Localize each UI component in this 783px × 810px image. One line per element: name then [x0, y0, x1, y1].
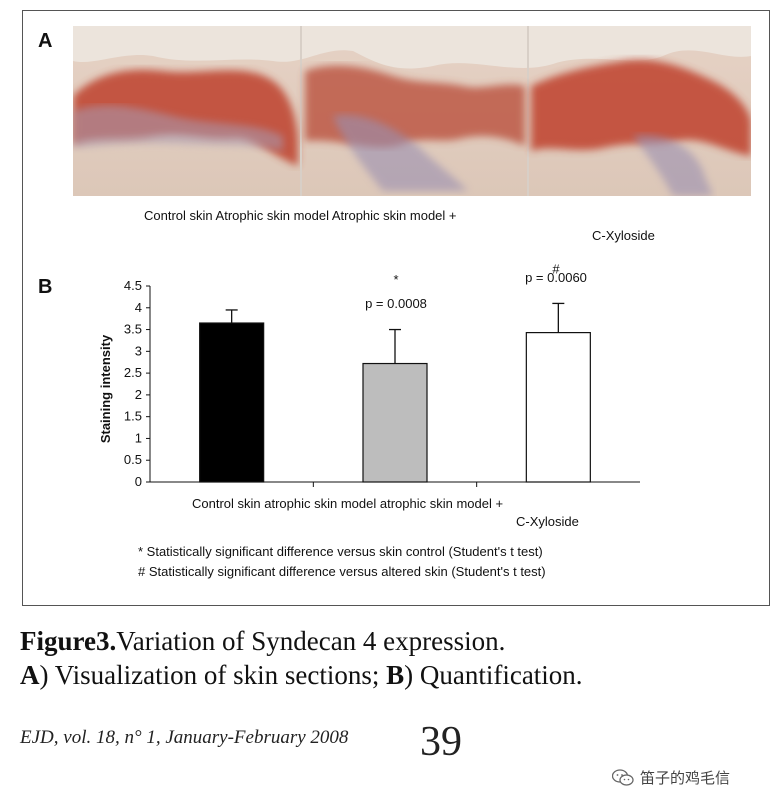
y-tick-label: 2: [135, 387, 142, 402]
journal-footer: EJD, vol. 18, n° 1, January-February 200…: [20, 727, 349, 748]
y-tick-label: 4: [135, 300, 142, 315]
y-tick-label: 4.5: [124, 278, 142, 293]
bar: [199, 322, 265, 483]
x-axis-label-line1: Control skin atrophic skin model atrophi…: [192, 496, 504, 511]
caption-a-letter: A: [20, 660, 40, 690]
bar-chart: Staining intensity 00.511.522.533.544.5 …: [98, 262, 640, 489]
y-tick-label: 1: [135, 430, 142, 445]
figure-caption-line2: A) Visualization of skin sections; B) Qu…: [20, 660, 583, 691]
annotation-star: *: [393, 272, 398, 287]
watermark: 笛子的鸡毛信: [612, 767, 730, 788]
y-axis-label: Staining intensity: [98, 334, 113, 443]
significance-note-1: * Statistically significant difference v…: [138, 544, 543, 559]
panel-a-label-line2: C-Xyloside: [592, 228, 655, 243]
significance-note-2: # Statistically significant difference v…: [138, 564, 546, 579]
micrograph-atrophic-skin-xyloside: [531, 59, 751, 196]
panel-b-letter: B: [38, 276, 53, 298]
y-tick-label: 2.5: [124, 365, 142, 380]
y-tick-label: 3: [135, 343, 142, 358]
y-tick-label: 3.5: [124, 322, 142, 337]
annotation-p-value-1: p = 0.0008: [365, 296, 427, 311]
watermark-text: 笛子的鸡毛信: [640, 769, 731, 787]
figure-number: Figure3.: [20, 626, 117, 656]
micrograph-atrophic-skin: [305, 65, 525, 191]
histology-micrograph: [73, 26, 751, 196]
bar: [525, 332, 591, 483]
y-tick-label: 1.5: [124, 409, 142, 424]
figure-title: Variation of Syndecan 4 expression.: [116, 626, 506, 656]
annotation-p-value-2: p = 0.0060: [525, 270, 587, 285]
y-tick-label: 0: [135, 474, 142, 489]
wechat-icon: [612, 768, 634, 786]
caption-a-text: ) Visualization of skin sections;: [39, 660, 387, 690]
bar: [362, 362, 428, 483]
figure-caption-line1: Figure3.Variation of Syndecan 4 expressi…: [20, 626, 505, 657]
micrograph-control-skin: [73, 69, 298, 166]
x-axis-label-line2: C-Xyloside: [516, 514, 579, 529]
panel-a-letter: A: [38, 30, 53, 52]
page-number: 39: [420, 719, 462, 765]
panel-a-label-line1: Control skin Atrophic skin model Atrophi…: [144, 208, 457, 223]
caption-b-text: ) Quantification.: [404, 660, 583, 690]
annotation-hash: #: [552, 262, 560, 277]
y-tick-label: 0.5: [124, 452, 142, 467]
caption-b-letter: B: [386, 660, 405, 690]
